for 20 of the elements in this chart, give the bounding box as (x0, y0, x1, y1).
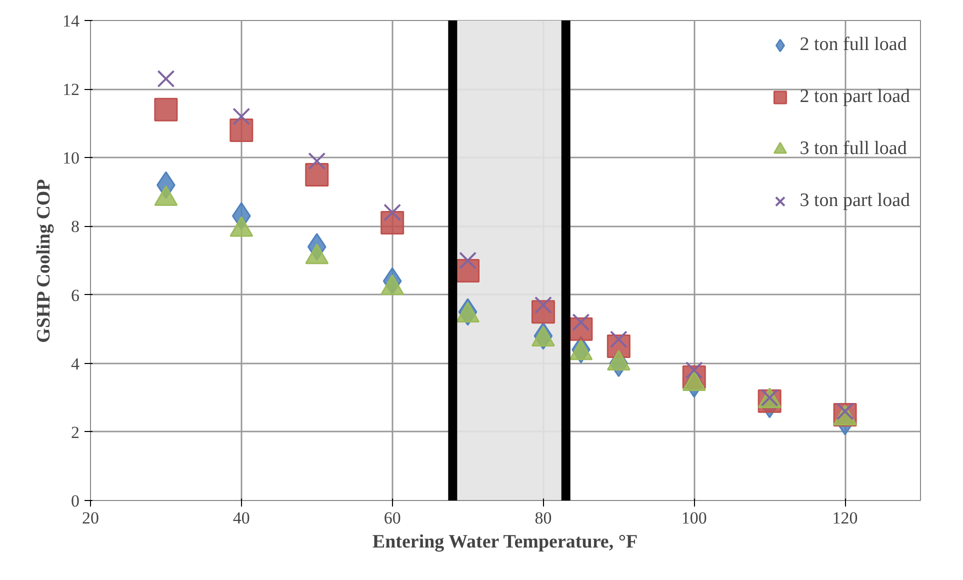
x-tick-label: 40 (232, 508, 250, 528)
y-tick-label: 12 (62, 80, 80, 100)
legend-label: 2 ton part load (800, 86, 910, 108)
legend-label: 2 ton full load (800, 34, 907, 56)
y-tick-label: 8 (71, 217, 80, 236)
x-axis-title: Entering Water Temperature, °F (372, 532, 638, 552)
x-tick-label: 120 (832, 508, 858, 528)
x-tick-label: 20 (82, 508, 99, 528)
y-tick-label: 0 (71, 492, 80, 510)
y-tick-label: 6 (71, 286, 80, 305)
y-tick-label: 10 (62, 148, 80, 168)
legend-label: 3 ton full load (800, 138, 907, 160)
x-tick-label: 60 (384, 508, 401, 528)
legend-label: 3 ton part load (800, 190, 910, 212)
y-tick-label: 2 (71, 422, 80, 442)
x-tick-label: 100 (681, 508, 707, 528)
y-tick-label: 14 (62, 12, 80, 30)
x-tick-label: 80 (534, 508, 552, 528)
y-tick-label: 4 (71, 354, 80, 374)
y-axis-title: GSHP Cooling COP (34, 178, 54, 343)
